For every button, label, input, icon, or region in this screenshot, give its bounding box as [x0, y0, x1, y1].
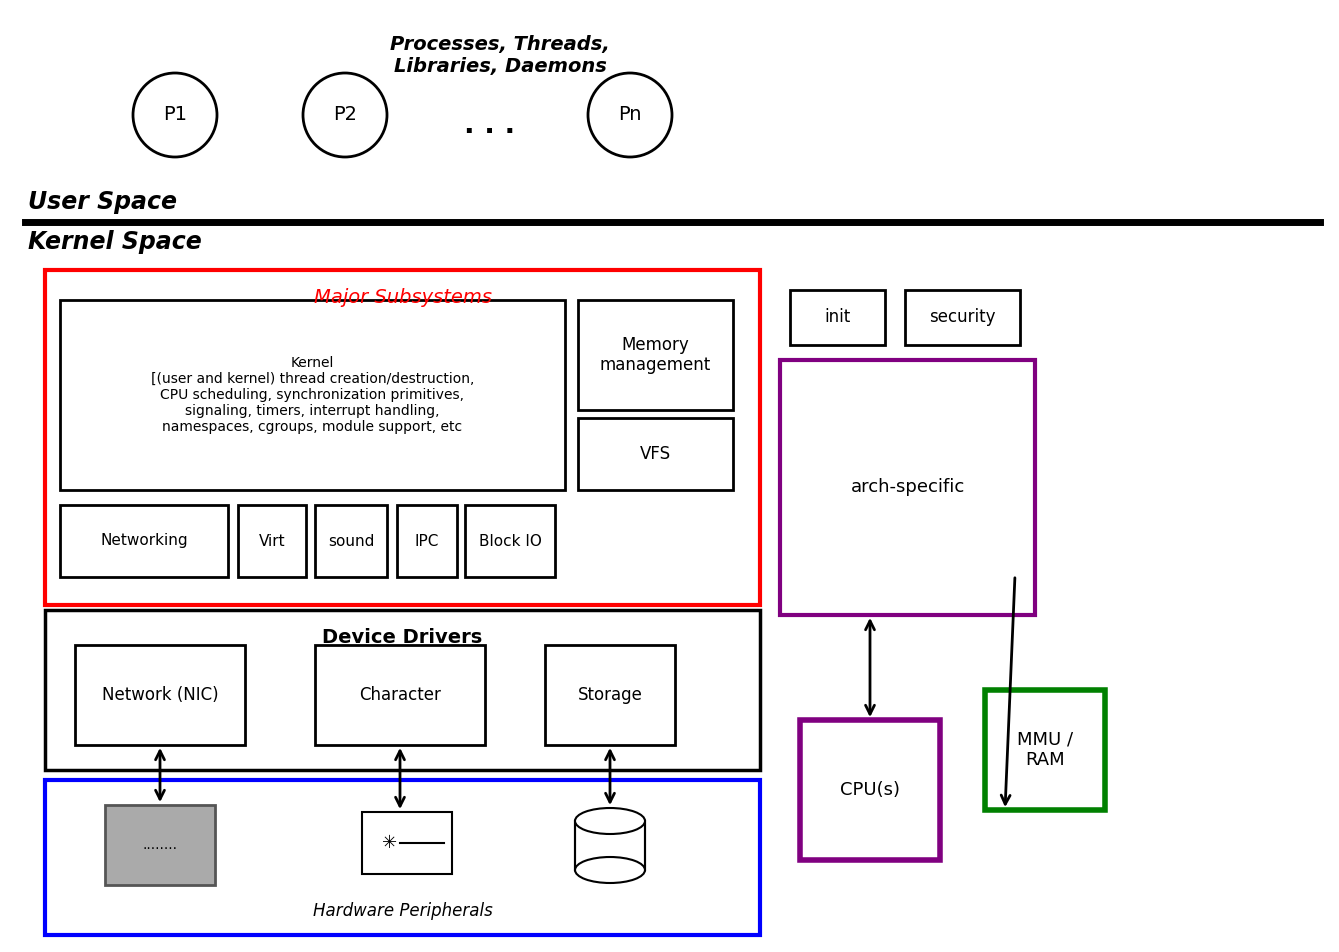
- Text: init: init: [825, 308, 850, 327]
- Bar: [362, 812, 453, 874]
- Ellipse shape: [303, 73, 387, 157]
- Text: Character: Character: [359, 686, 441, 704]
- Bar: [60, 505, 228, 577]
- Text: Virt: Virt: [258, 533, 285, 548]
- Text: Processes, Threads,
Libraries, Daemons: Processes, Threads, Libraries, Daemons: [390, 35, 609, 76]
- Bar: [75, 645, 245, 745]
- Text: IPC: IPC: [415, 533, 439, 548]
- Ellipse shape: [574, 857, 645, 883]
- Bar: [46, 270, 761, 605]
- Text: Network (NIC): Network (NIC): [102, 686, 218, 704]
- Bar: [578, 300, 732, 410]
- Bar: [905, 290, 1020, 345]
- Text: User Space: User Space: [28, 190, 177, 214]
- Text: Storage: Storage: [577, 686, 643, 704]
- Text: Memory
management: Memory management: [600, 336, 711, 374]
- Text: security: security: [929, 308, 996, 327]
- Text: Kernel Space: Kernel Space: [28, 230, 202, 254]
- Ellipse shape: [133, 73, 217, 157]
- Bar: [545, 645, 675, 745]
- Bar: [46, 780, 761, 935]
- Ellipse shape: [574, 808, 645, 834]
- Text: Major Subsystems: Major Subsystems: [313, 288, 491, 307]
- Bar: [60, 300, 565, 490]
- Text: arch-specific: arch-specific: [850, 479, 964, 497]
- Bar: [315, 505, 387, 577]
- Bar: [790, 290, 885, 345]
- Text: Networking: Networking: [100, 533, 187, 548]
- Text: CPU(s): CPU(s): [840, 781, 900, 799]
- Text: ✳: ✳: [383, 834, 398, 852]
- Text: MMU /
RAM: MMU / RAM: [1016, 730, 1073, 769]
- Bar: [574, 821, 645, 870]
- Text: Device Drivers: Device Drivers: [323, 628, 482, 647]
- Text: Block IO: Block IO: [478, 533, 541, 548]
- Text: sound: sound: [328, 533, 374, 548]
- Bar: [465, 505, 554, 577]
- Text: P1: P1: [163, 106, 187, 125]
- Bar: [986, 690, 1105, 810]
- Text: Hardware Peripherals: Hardware Peripherals: [312, 902, 493, 920]
- Bar: [799, 720, 940, 860]
- Text: VFS: VFS: [640, 445, 671, 463]
- Bar: [578, 418, 732, 490]
- Bar: [238, 505, 307, 577]
- Text: Kernel
[(user and kernel) thread creation/destruction,
CPU scheduling, synchroni: Kernel [(user and kernel) thread creatio…: [151, 356, 474, 434]
- Bar: [104, 805, 216, 885]
- Bar: [396, 505, 457, 577]
- Text: P2: P2: [333, 106, 358, 125]
- Bar: [46, 610, 761, 770]
- Bar: [315, 645, 485, 745]
- Bar: [781, 360, 1035, 615]
- Text: Pn: Pn: [619, 106, 641, 125]
- Text: . . .: . . .: [465, 111, 516, 139]
- Text: ........: ........: [142, 838, 178, 852]
- Ellipse shape: [588, 73, 672, 157]
